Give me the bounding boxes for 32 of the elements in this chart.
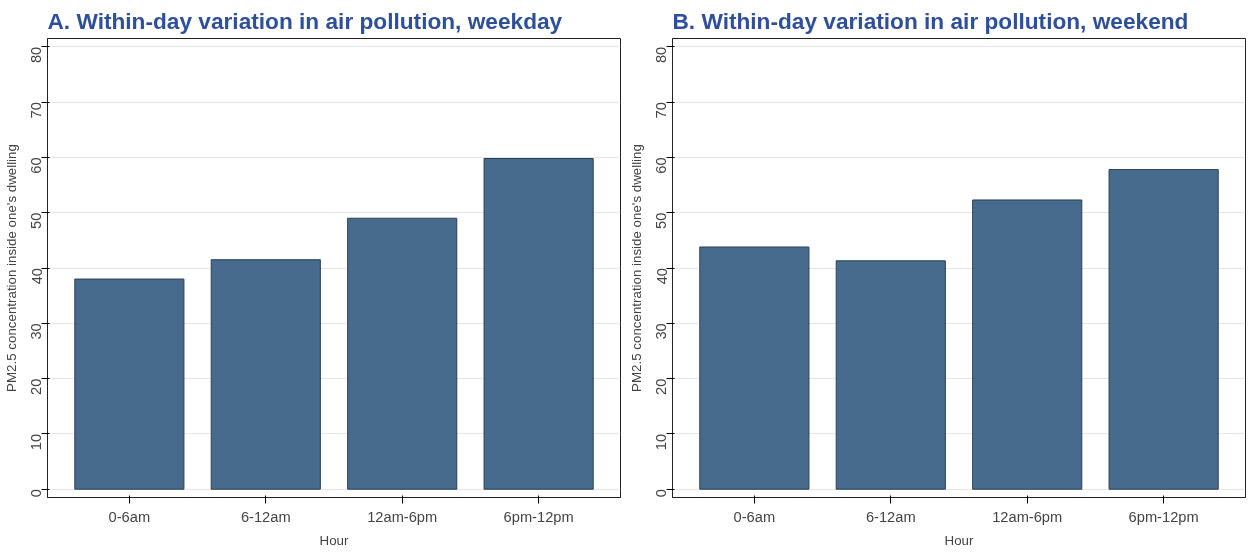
y-tick-label: 70 [653, 102, 670, 119]
y-tick-label: 50 [28, 212, 45, 229]
y-tick-label: 10 [28, 433, 45, 451]
y-tick-label: 0 [653, 489, 670, 498]
x-tick-label: 0-6am [733, 508, 776, 525]
chart-title: A. Within-day variation in air pollution, weekday [47, 7, 563, 34]
y-tick-label: 20 [28, 378, 45, 395]
y-tick-label: 70 [28, 102, 45, 119]
y-tick-label: 10 [653, 433, 670, 451]
y-tick-label: 60 [28, 157, 45, 174]
y-tick-label: 0 [28, 489, 45, 498]
x-tick-label: 6pm-12pm [503, 508, 574, 525]
y-tick-label: 50 [653, 212, 670, 229]
x-tick-label: 0-6am [108, 508, 151, 525]
y-tick-label: 80 [28, 46, 45, 64]
x-tick-label: 6pm-12pm [1128, 508, 1199, 525]
y-tick-label: 80 [653, 46, 670, 64]
y-tick-label: 30 [28, 323, 45, 340]
x-axis-title: Hour [944, 532, 975, 548]
y-axis-title: PM2.5 concentration inside one's dwelling [3, 144, 19, 392]
y-tick-label: 30 [653, 323, 670, 340]
y-tick-label: 40 [653, 267, 670, 285]
x-tick-label: 12am-6pm [367, 508, 438, 525]
chart-title: B. Within-day variation in air pollution, weekend [672, 7, 1189, 34]
y-axis-title: PM2.5 concentration inside one's dwelling [628, 144, 644, 392]
y-tick-label: 40 [28, 267, 45, 285]
y-tick-label: 20 [653, 378, 670, 395]
x-axis-title: Hour [319, 532, 350, 548]
x-tick-label: 12am-6pm [992, 508, 1063, 525]
y-tick-label: 60 [653, 157, 670, 174]
x-tick-label: 6-12am [240, 508, 291, 525]
x-tick-label: 6-12am [865, 508, 916, 525]
